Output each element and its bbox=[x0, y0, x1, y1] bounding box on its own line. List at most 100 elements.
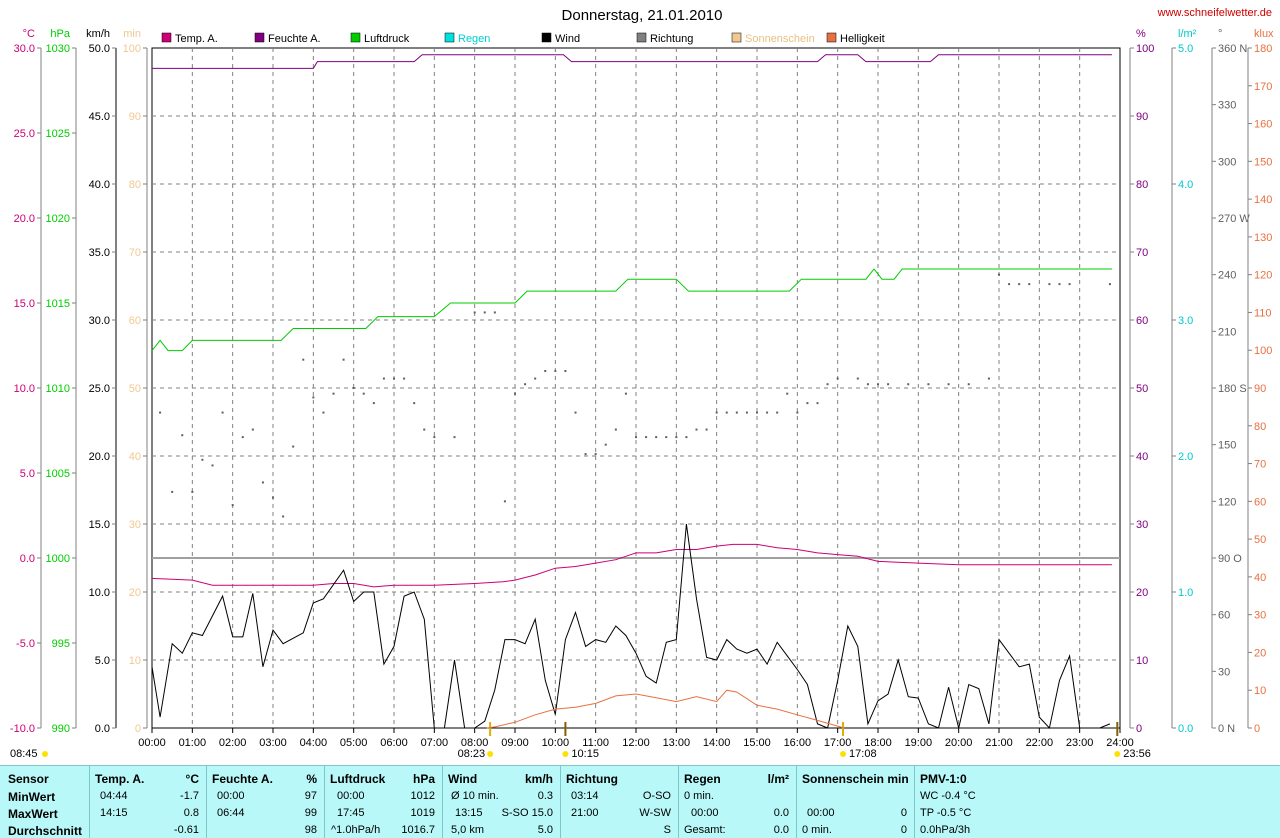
y-tick-label: 30 bbox=[1136, 519, 1148, 531]
direction-point bbox=[231, 504, 234, 507]
pmv-column: PMV-1:0 WC -0.4 °C TP -0.5 °C 0.0hPa/3h bbox=[915, 766, 1035, 838]
direction-point bbox=[473, 311, 476, 314]
x-tick-label: 13:00 bbox=[663, 737, 691, 749]
rain-total: 0.0 bbox=[773, 824, 789, 836]
y-tick-label: 40 bbox=[1136, 451, 1148, 463]
y-tick-label: 10.0 bbox=[14, 383, 35, 395]
y-tick-label: 80 bbox=[129, 179, 141, 191]
direction-point bbox=[302, 358, 305, 361]
humidity-header: Feuchte A. bbox=[212, 772, 273, 786]
wind-avg10-label: Ø 10 min. bbox=[451, 790, 499, 802]
direction-point bbox=[544, 370, 547, 372]
pressure-header: Luftdruck bbox=[330, 772, 386, 786]
wind-unit: km/h bbox=[524, 772, 553, 786]
y-tick-label: 300 bbox=[1218, 156, 1236, 168]
y-tick-label: 1000 bbox=[46, 553, 70, 565]
y-tick-label: 3.0 bbox=[1178, 315, 1193, 327]
direction-point bbox=[584, 453, 587, 456]
direction-point bbox=[665, 436, 668, 439]
column-divider bbox=[206, 766, 207, 838]
y-tick-label: 20 bbox=[1254, 647, 1266, 659]
direction-point bbox=[503, 500, 506, 503]
direction-point bbox=[524, 383, 527, 386]
temp-avg: -0.61 bbox=[173, 824, 199, 836]
y-tick-label: 5.0 bbox=[1178, 43, 1193, 55]
direction-point bbox=[725, 411, 728, 414]
x-tick-label: 02:00 bbox=[219, 737, 247, 749]
y-tick-label: 60 bbox=[1136, 315, 1148, 327]
direction-point bbox=[796, 411, 799, 414]
wind-avg: 5.0 bbox=[537, 824, 553, 836]
direction-point bbox=[806, 402, 809, 405]
column-divider bbox=[89, 766, 90, 838]
direction-point bbox=[171, 490, 174, 493]
direction-min: O-SO bbox=[642, 790, 671, 802]
y-tick-label: 2.0 bbox=[1178, 451, 1193, 463]
y-tick-label: 180 S bbox=[1218, 383, 1247, 395]
pmv-dewpoint: TP -0.5 °C bbox=[920, 807, 972, 819]
x-tick-label: 06:00 bbox=[380, 737, 408, 749]
direction-point bbox=[836, 377, 839, 380]
row-label-avg: Durchschnitt bbox=[8, 824, 83, 838]
column-divider bbox=[796, 766, 797, 838]
y-tick-label: 1.0 bbox=[1178, 587, 1193, 599]
pressure-trend: ^1.0hPa/h bbox=[331, 824, 381, 836]
y-tick-label: 50.0 bbox=[89, 43, 110, 55]
y-tick-label: 70 bbox=[1254, 459, 1266, 471]
series-line-hum bbox=[152, 54, 1112, 69]
humidity-column: Feuchte A. % 00:00 97 06:44 99 98 bbox=[207, 766, 323, 838]
wind-avg10: 0.3 bbox=[537, 790, 553, 802]
wind-max-time: 13:15 bbox=[455, 807, 483, 819]
rain-duration: 0 min. bbox=[684, 790, 714, 802]
direction-point bbox=[332, 392, 335, 395]
column-divider bbox=[442, 766, 443, 838]
legend-swatch bbox=[826, 32, 837, 43]
y-tick-label: 10 bbox=[129, 655, 141, 667]
chart-title: Donnerstag, 21.01.2010 bbox=[562, 7, 723, 24]
y-tick-label: 60 bbox=[129, 315, 141, 327]
direction-point bbox=[645, 436, 648, 439]
pressure-min: 1012 bbox=[410, 790, 435, 802]
x-tick-label: 11:00 bbox=[582, 737, 609, 749]
x-tick-label: 14:00 bbox=[703, 737, 731, 749]
humidity-max-time: 06:44 bbox=[217, 807, 245, 819]
direction-point bbox=[514, 392, 516, 395]
direction-point bbox=[1008, 283, 1011, 286]
direction-point bbox=[756, 411, 758, 414]
temp-min-time: 04:44 bbox=[100, 790, 128, 802]
y-tick-label: 170 bbox=[1254, 81, 1272, 93]
direction-point bbox=[614, 428, 617, 431]
y-axis-unit: min bbox=[123, 28, 141, 40]
y-tick-label: 80 bbox=[1254, 421, 1266, 433]
y-tick-label: 40 bbox=[1254, 572, 1266, 584]
y-axis-unit: klux bbox=[1254, 28, 1274, 40]
direction-avg: S bbox=[663, 824, 671, 836]
legend-label: Helligkeit bbox=[840, 33, 885, 45]
y-tick-label: 4.0 bbox=[1178, 179, 1193, 191]
y-tick-label: 210 bbox=[1218, 326, 1236, 338]
left-note-icon bbox=[42, 751, 48, 757]
y-tick-label: 1020 bbox=[46, 213, 70, 225]
y-tick-label: 20 bbox=[129, 587, 141, 599]
direction-point bbox=[261, 481, 264, 484]
y-tick-label: 30.0 bbox=[14, 43, 35, 55]
direction-point bbox=[594, 453, 597, 456]
direction-point bbox=[695, 428, 698, 431]
y-tick-label: 30 bbox=[1218, 666, 1230, 678]
y-tick-label: 30.0 bbox=[89, 315, 110, 327]
y-axis-unit: km/h bbox=[86, 28, 110, 40]
direction-header: Richtung bbox=[566, 772, 618, 786]
y-tick-label: 60 bbox=[1218, 610, 1230, 622]
legend-label: Richtung bbox=[650, 33, 693, 45]
sunshine-max-time: 00:00 bbox=[807, 807, 835, 819]
site-link[interactable]: www.schneifelwetter.de bbox=[1157, 7, 1272, 19]
direction-point bbox=[211, 464, 214, 467]
y-tick-label: 50 bbox=[1254, 534, 1266, 546]
series-line-temp bbox=[151, 543, 1112, 588]
direction-point bbox=[483, 311, 486, 314]
direction-point bbox=[201, 458, 204, 461]
direction-point bbox=[393, 377, 395, 380]
y-axis-unit: % bbox=[1136, 28, 1146, 40]
direction-point bbox=[866, 383, 869, 386]
sunset-icon bbox=[840, 751, 847, 757]
